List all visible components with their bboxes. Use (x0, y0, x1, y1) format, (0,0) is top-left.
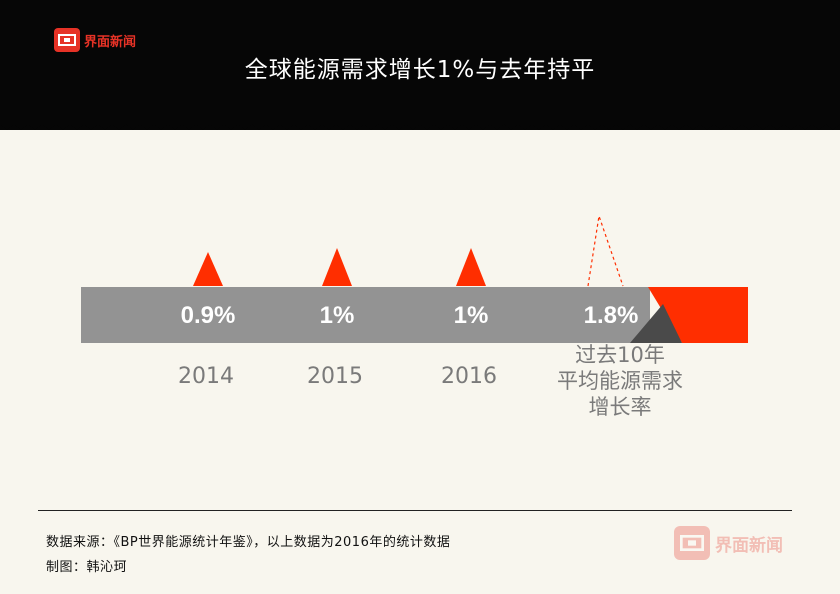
footer-divider (38, 510, 792, 511)
category-label-line: 平均能源需求 (557, 369, 683, 393)
bar-track (81, 287, 650, 343)
growth-marker-2016 (456, 248, 486, 286)
zigzag-edge (0, 110, 840, 130)
category-label: 2014 (178, 364, 234, 389)
logo-icon (54, 28, 80, 52)
growth-marker-2015 (322, 248, 352, 286)
header-banner (0, 0, 840, 130)
avg-growth-marker (587, 215, 624, 287)
watermark-text: 界面新闻 (715, 535, 783, 556)
category-label-line: 过去10年 (575, 343, 665, 367)
brand-logo: 界面新闻 (54, 28, 136, 52)
watermark-icon (674, 526, 710, 560)
brand-name: 界面新闻 (84, 34, 137, 50)
value-label: 0.9% (181, 302, 236, 329)
value-label: 1% (320, 302, 355, 329)
watermark-logo: 界面新闻 (674, 526, 783, 560)
page-title: 全球能源需求增长1%与去年持平 (244, 57, 596, 83)
category-label: 过去10年平均能源需求增长率 (557, 343, 683, 419)
source-note: 数据来源：《BP世界能源统计年鉴》，以上数据为2016年的统计数据 (46, 535, 451, 550)
growth-marker-2014 (193, 252, 223, 286)
credit-note: 制图：韩沁珂 (46, 560, 128, 575)
category-label: 2015 (307, 364, 363, 389)
category-label: 2016 (441, 364, 497, 389)
accent-segment (648, 287, 748, 343)
dark-wedge (630, 304, 682, 343)
value-label: 1.8% (584, 302, 639, 329)
category-label-line: 增长率 (589, 395, 652, 419)
value-label: 1% (454, 302, 489, 329)
